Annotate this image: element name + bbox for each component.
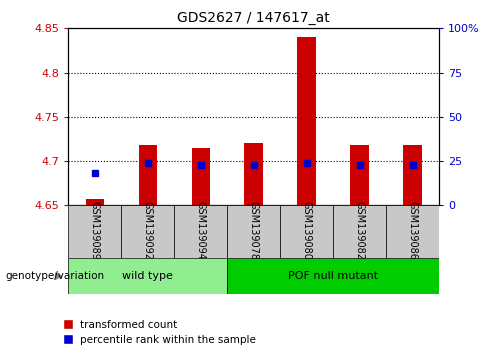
Text: GSM139086: GSM139086 bbox=[407, 201, 418, 260]
Bar bbox=[122, 205, 174, 258]
Bar bbox=[333, 205, 386, 258]
Bar bbox=[386, 205, 439, 258]
Bar bbox=[68, 205, 122, 258]
Bar bbox=[404, 145, 422, 205]
Bar bbox=[227, 258, 439, 294]
Bar bbox=[85, 199, 104, 205]
Text: GSM139094: GSM139094 bbox=[196, 201, 206, 260]
Bar bbox=[68, 258, 227, 294]
Bar bbox=[139, 145, 157, 205]
Bar bbox=[174, 205, 227, 258]
Text: GSM139080: GSM139080 bbox=[302, 201, 312, 260]
Text: POF null mutant: POF null mutant bbox=[288, 271, 378, 281]
Bar bbox=[350, 145, 369, 205]
Legend: transformed count, percentile rank within the sample: transformed count, percentile rank withi… bbox=[64, 320, 256, 345]
Text: GSM139092: GSM139092 bbox=[143, 201, 153, 260]
Text: wild type: wild type bbox=[122, 271, 173, 281]
Bar bbox=[244, 143, 263, 205]
Title: GDS2627 / 147617_at: GDS2627 / 147617_at bbox=[177, 11, 330, 24]
Text: GSM139082: GSM139082 bbox=[355, 201, 365, 260]
Text: GSM139078: GSM139078 bbox=[249, 201, 259, 260]
Bar bbox=[227, 205, 280, 258]
Bar bbox=[191, 148, 210, 205]
Bar bbox=[298, 37, 316, 205]
Text: GSM139089: GSM139089 bbox=[90, 201, 100, 260]
Text: genotype/variation: genotype/variation bbox=[5, 271, 104, 281]
Bar bbox=[280, 205, 333, 258]
